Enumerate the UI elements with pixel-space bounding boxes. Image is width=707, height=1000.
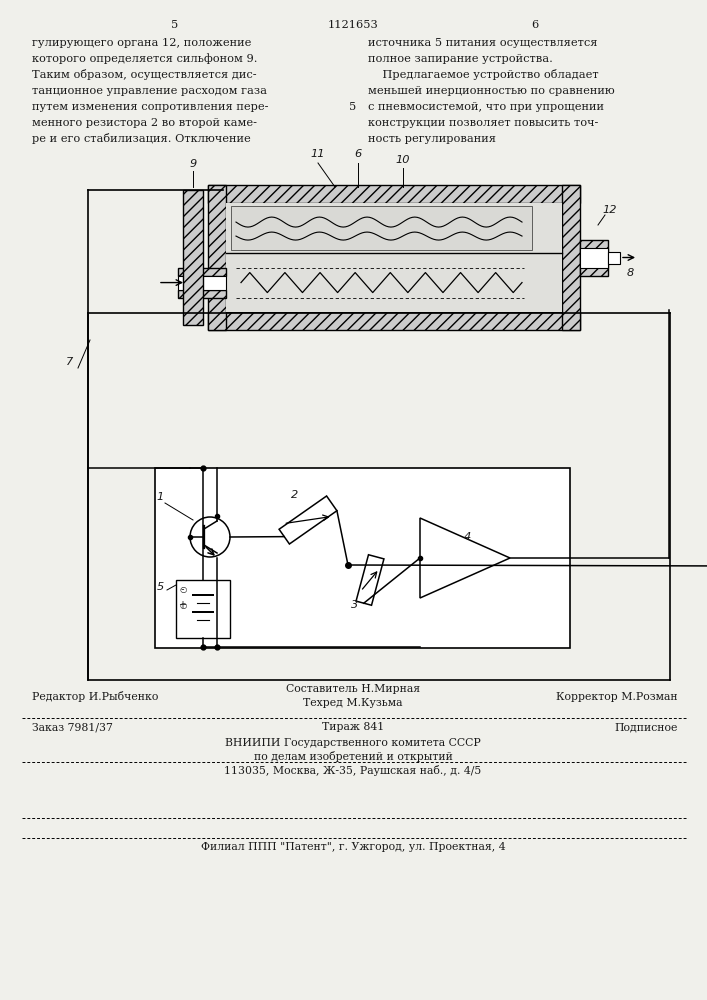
Text: 6: 6	[532, 20, 539, 30]
Text: которого определяется сильфоном 9.: которого определяется сильфоном 9.	[32, 53, 257, 64]
Text: менного резистора 2 во второй каме-: менного резистора 2 во второй каме-	[32, 118, 257, 128]
Text: 8: 8	[626, 267, 633, 277]
Text: ре и его стабилизация. Отключение: ре и его стабилизация. Отключение	[32, 133, 251, 144]
Bar	[562, 185, 580, 330]
Text: с пневмосистемой, что при упрощении: с пневмосистемой, что при упрощении	[368, 102, 604, 112]
Text: Подписное: Подписное	[614, 722, 678, 732]
Text: 2: 2	[291, 490, 298, 500]
Text: ○: ○	[180, 585, 187, 594]
Text: 5: 5	[349, 102, 356, 112]
Bar	[608, 251, 620, 263]
Bar	[356, 555, 384, 605]
Text: +: +	[178, 600, 186, 610]
Bar	[580, 239, 608, 275]
Text: Филиал ППП "Патент", г. Ужгород, ул. Проектная, 4: Филиал ППП "Патент", г. Ужгород, ул. Про…	[201, 842, 506, 852]
Text: по делам изобретений и открытий: по делам изобретений и открытий	[254, 751, 452, 762]
Bar	[178, 276, 226, 290]
Bar	[183, 190, 203, 325]
Text: 11: 11	[311, 149, 325, 159]
Text: Предлагаемое устройство обладает: Предлагаемое устройство обладает	[368, 69, 599, 80]
Text: Заказ 7981/37: Заказ 7981/37	[32, 722, 113, 732]
Text: ность регулирования: ность регулирования	[368, 134, 496, 144]
Text: 5: 5	[171, 20, 179, 30]
Text: Таким образом, осуществляется дис-: Таким образом, осуществляется дис-	[32, 69, 257, 80]
Bar	[231, 206, 532, 250]
Text: конструкции позволяет повысить точ-: конструкции позволяет повысить точ-	[368, 118, 598, 128]
Text: 1: 1	[156, 492, 163, 502]
Text: 5: 5	[156, 582, 163, 592]
Text: полное запирание устройства.: полное запирание устройства.	[368, 54, 553, 64]
Bar	[178, 268, 226, 276]
Text: Редактор И.Рыбченко: Редактор И.Рыбченко	[32, 691, 158, 702]
Text: танционное управление расходом газа: танционное управление расходом газа	[32, 86, 267, 96]
Text: 12: 12	[603, 205, 617, 215]
Bar	[279, 496, 337, 544]
Text: меньшей инерционностью по сравнению: меньшей инерционностью по сравнению	[368, 86, 615, 96]
Text: ВНИИПИ Государственного комитета СССР: ВНИИПИ Государственного комитета СССР	[225, 738, 481, 748]
Text: Тираж 841: Тираж 841	[322, 722, 384, 732]
Text: 7: 7	[66, 357, 74, 367]
Bar	[208, 312, 580, 330]
Text: Составитель Н.Мирная: Составитель Н.Мирная	[286, 684, 420, 694]
Bar	[226, 203, 562, 312]
Text: 3: 3	[351, 600, 358, 610]
Bar	[155, 468, 570, 648]
Text: 9: 9	[189, 159, 197, 169]
Text: Корректор М.Розман: Корректор М.Розман	[556, 692, 678, 702]
Text: 1121653: 1121653	[327, 20, 378, 30]
Text: Техред М.Кузьма: Техред М.Кузьма	[303, 698, 403, 708]
Text: 113035, Москва, Ж-35, Раушская наб., д. 4/5: 113035, Москва, Ж-35, Раушская наб., д. …	[224, 765, 481, 776]
Text: источника 5 питания осуществляется: источника 5 питания осуществляется	[368, 38, 597, 48]
Text: ○: ○	[180, 601, 187, 610]
Bar	[208, 185, 580, 203]
Bar	[176, 580, 230, 638]
Text: 10: 10	[396, 155, 410, 165]
Bar	[178, 290, 226, 298]
Text: 4: 4	[463, 532, 471, 542]
Text: 6: 6	[354, 149, 361, 159]
Text: гулирующего органа 12, положение: гулирующего органа 12, положение	[32, 38, 252, 48]
Text: путем изменения сопротивления пере-: путем изменения сопротивления пере-	[32, 102, 269, 112]
Bar	[580, 247, 608, 267]
Text: -: -	[180, 584, 184, 594]
Bar	[208, 185, 226, 330]
